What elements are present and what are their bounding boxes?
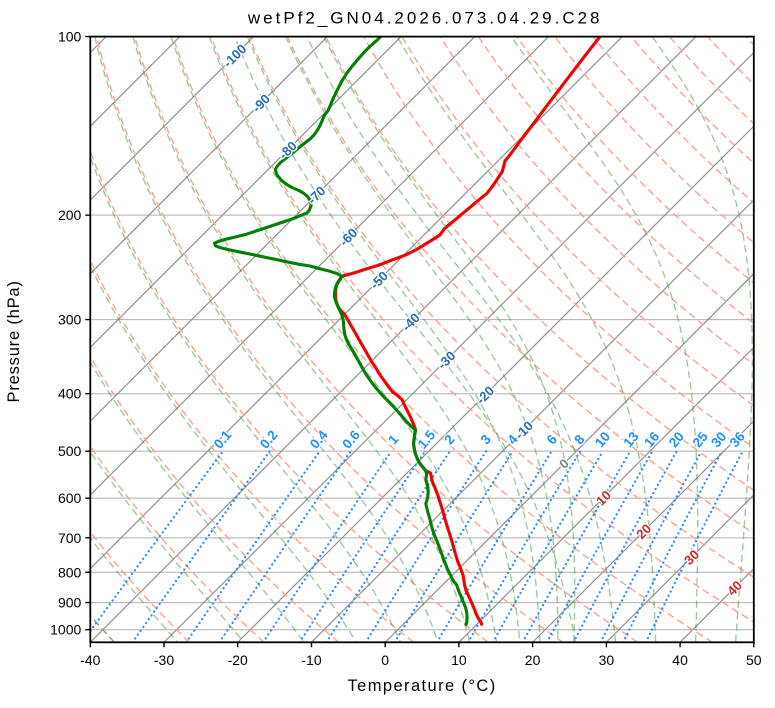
svg-text:300: 300: [58, 312, 82, 328]
svg-text:700: 700: [58, 530, 82, 546]
svg-text:400: 400: [58, 386, 82, 402]
svg-text:-30: -30: [154, 652, 174, 668]
svg-text:500: 500: [58, 443, 82, 459]
svg-text:100: 100: [58, 29, 82, 45]
svg-text:Temperature (°C): Temperature (°C): [348, 677, 497, 695]
svg-text:600: 600: [58, 490, 82, 506]
svg-text:10: 10: [451, 652, 467, 668]
svg-text:40: 40: [672, 652, 688, 668]
svg-text:50: 50: [746, 652, 762, 668]
svg-text:0: 0: [381, 652, 389, 668]
svg-text:wetPf2_GN04.2026.073.04.29.C28: wetPf2_GN04.2026.073.04.29.C28: [247, 9, 603, 28]
svg-text:800: 800: [58, 564, 82, 580]
svg-text:30: 30: [599, 652, 615, 668]
svg-text:20: 20: [525, 652, 541, 668]
svg-text:900: 900: [58, 595, 82, 611]
svg-text:1000: 1000: [50, 622, 81, 638]
svg-text:Pressure (hPa): Pressure (hPa): [5, 280, 23, 402]
svg-text:-40: -40: [80, 652, 100, 668]
svg-text:-20: -20: [228, 652, 248, 668]
svg-text:200: 200: [58, 207, 82, 223]
svg-text:-10: -10: [301, 652, 321, 668]
